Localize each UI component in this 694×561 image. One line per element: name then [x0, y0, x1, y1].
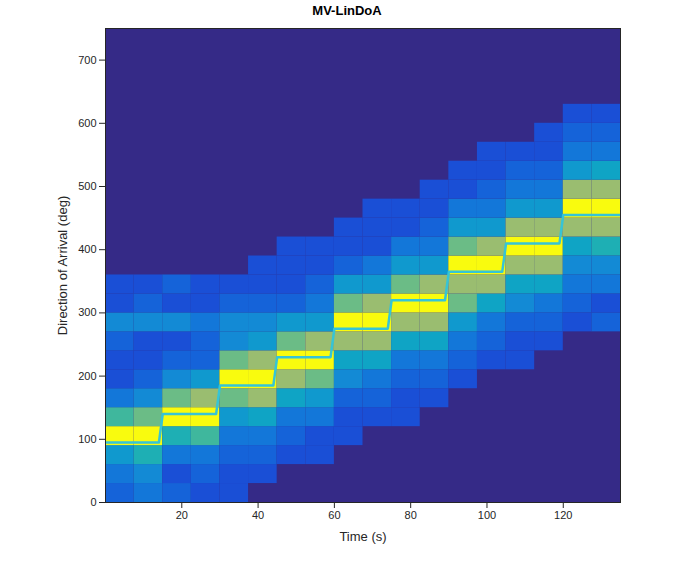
svg-text:300: 300	[78, 306, 96, 318]
svg-text:200: 200	[78, 370, 96, 382]
svg-text:120: 120	[554, 509, 572, 521]
svg-text:Time (s): Time (s)	[339, 529, 386, 544]
svg-text:700: 700	[78, 54, 96, 66]
svg-text:20: 20	[176, 509, 188, 521]
svg-text:400: 400	[78, 243, 96, 255]
svg-text:500: 500	[78, 180, 96, 192]
html-text:MV-LinDoA: MV-LinDoA	[312, 3, 382, 18]
svg-text:0: 0	[90, 496, 96, 508]
svg-text:100: 100	[78, 433, 96, 445]
svg-text:100: 100	[478, 509, 496, 521]
svg-text:Direction of Arrival (deg): Direction of Arrival (deg)	[55, 196, 70, 335]
svg-text:600: 600	[78, 117, 96, 129]
svg-text:80: 80	[405, 509, 417, 521]
svg-text:60: 60	[328, 509, 340, 521]
svg-text:40: 40	[252, 509, 264, 521]
